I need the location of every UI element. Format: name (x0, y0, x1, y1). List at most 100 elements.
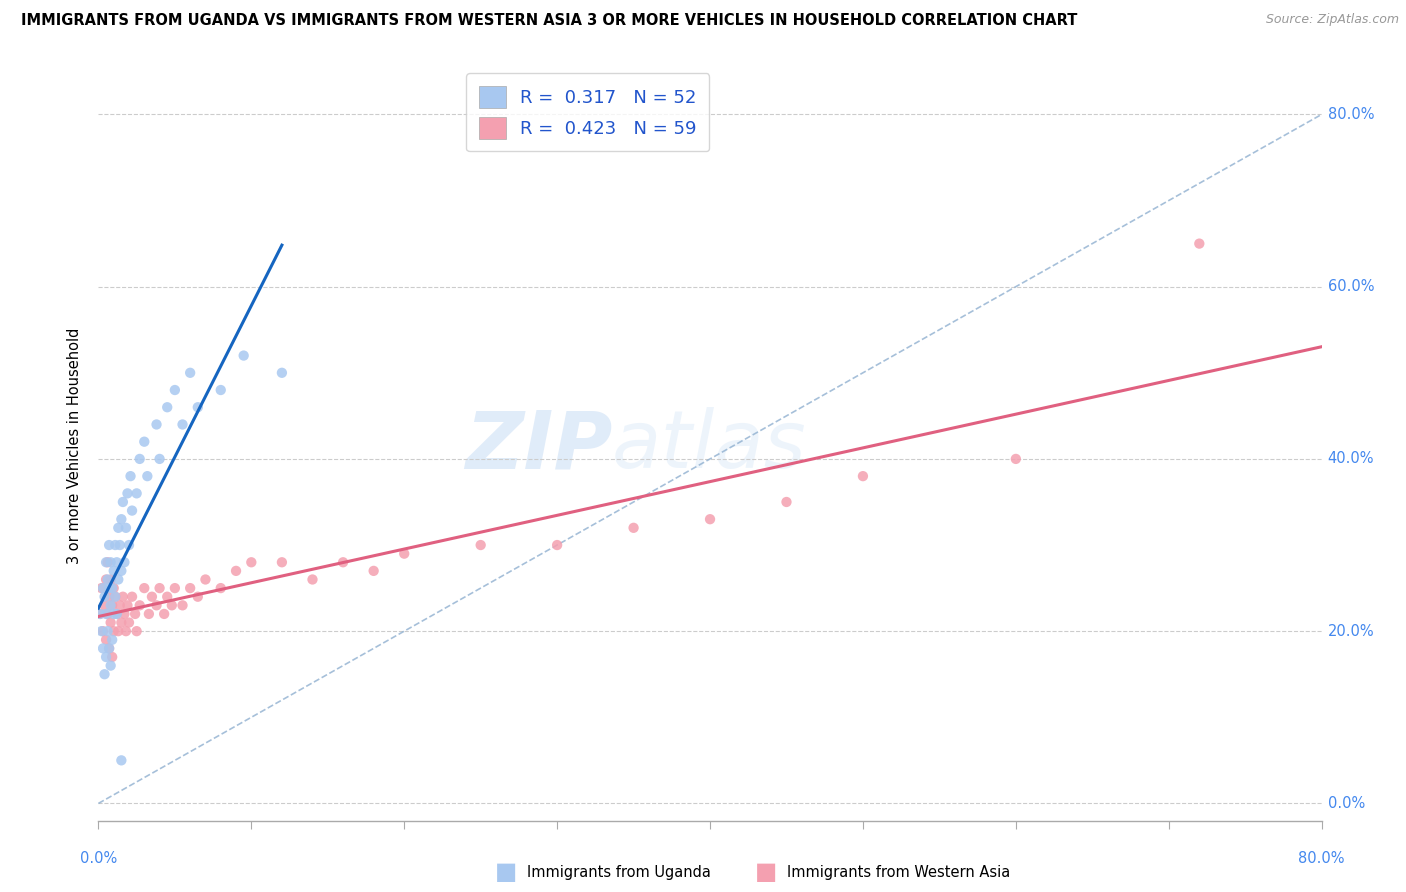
Point (115, 521, 138, 535)
Point (470, 538, 492, 552)
Point (90, 581, 112, 595)
Point (100, 573, 122, 587)
Point (108, 538, 131, 552)
Text: IMMIGRANTS FROM UGANDA VS IMMIGRANTS FROM WESTERN ASIA 3 OR MORE VEHICLES IN HOU: IMMIGRANTS FROM UGANDA VS IMMIGRANTS FRO… (21, 13, 1077, 29)
Point (105, 607, 128, 621)
Point (240, 555, 263, 569)
Legend: R =  0.317   N = 52, R =  0.423   N = 59: R = 0.317 N = 52, R = 0.423 N = 59 (465, 73, 710, 152)
Point (128, 451, 150, 466)
Text: atlas: atlas (612, 407, 807, 485)
Text: 20.0%: 20.0% (1327, 624, 1375, 639)
Text: 0.0%: 0.0% (80, 851, 117, 865)
Point (163, 383, 186, 397)
Point (134, 434, 156, 449)
Text: 80.0%: 80.0% (1298, 851, 1346, 865)
Point (128, 599, 150, 613)
Point (94, 573, 117, 587)
Point (187, 590, 209, 604)
Point (110, 615, 132, 630)
Point (209, 383, 232, 397)
Point (172, 417, 194, 432)
Text: 0.0%: 0.0% (1327, 796, 1365, 811)
Point (91, 624, 114, 639)
Point (101, 599, 124, 613)
Point (94, 632, 117, 647)
Point (100, 658, 122, 673)
Text: 80.0%: 80.0% (1327, 107, 1374, 122)
Point (91, 641, 114, 656)
Point (121, 590, 143, 604)
Point (100, 555, 122, 569)
Point (110, 753, 132, 767)
Point (138, 607, 160, 621)
Point (97, 555, 120, 569)
Point (97, 573, 120, 587)
Point (103, 624, 125, 639)
Point (232, 349, 254, 363)
Point (121, 503, 143, 517)
Point (852, 469, 875, 483)
Point (225, 564, 247, 578)
Point (179, 366, 201, 380)
Point (98, 641, 121, 656)
Text: 40.0%: 40.0% (1327, 451, 1374, 467)
Point (111, 495, 134, 509)
Point (103, 564, 125, 578)
Point (117, 486, 139, 500)
Point (775, 495, 797, 509)
Point (93, 590, 115, 604)
Point (149, 581, 172, 595)
Point (125, 624, 148, 639)
Point (107, 521, 129, 535)
Point (156, 590, 179, 604)
Text: Immigrants from Uganda: Immigrants from Uganda (527, 865, 711, 880)
Point (91, 581, 114, 595)
Text: 60.0%: 60.0% (1327, 279, 1374, 294)
Point (110, 512, 132, 526)
Point (105, 555, 128, 569)
Point (1004, 451, 1026, 466)
Point (145, 417, 167, 432)
Point (363, 564, 385, 578)
Point (187, 401, 209, 415)
Point (163, 581, 186, 595)
Point (101, 650, 124, 665)
Text: ■: ■ (755, 861, 778, 884)
Point (104, 590, 127, 604)
Point (332, 555, 354, 569)
Point (270, 555, 292, 569)
Point (97, 607, 120, 621)
Point (623, 521, 645, 535)
Point (194, 573, 217, 587)
Point (134, 581, 156, 595)
Point (699, 512, 721, 526)
Point (98, 641, 121, 656)
Point (136, 469, 159, 483)
Point (392, 547, 416, 561)
Point (89, 607, 111, 621)
Point (141, 590, 163, 604)
Point (93, 599, 115, 613)
Point (100, 615, 122, 630)
Point (118, 615, 141, 630)
Text: ZIP: ZIP (465, 407, 612, 485)
Point (108, 599, 131, 613)
Point (209, 581, 232, 595)
Point (97, 624, 120, 639)
Point (90, 624, 112, 639)
Point (118, 538, 141, 552)
Point (93, 667, 115, 681)
Point (101, 581, 124, 595)
Point (117, 599, 139, 613)
Point (103, 581, 125, 595)
Point (98, 581, 121, 595)
Point (94, 650, 117, 665)
Point (270, 366, 292, 380)
Text: ■: ■ (495, 861, 517, 884)
Point (98, 590, 121, 604)
Point (107, 573, 129, 587)
Point (120, 469, 142, 483)
Point (125, 486, 148, 500)
Text: Source: ZipAtlas.com: Source: ZipAtlas.com (1265, 13, 1399, 27)
Point (160, 599, 183, 613)
